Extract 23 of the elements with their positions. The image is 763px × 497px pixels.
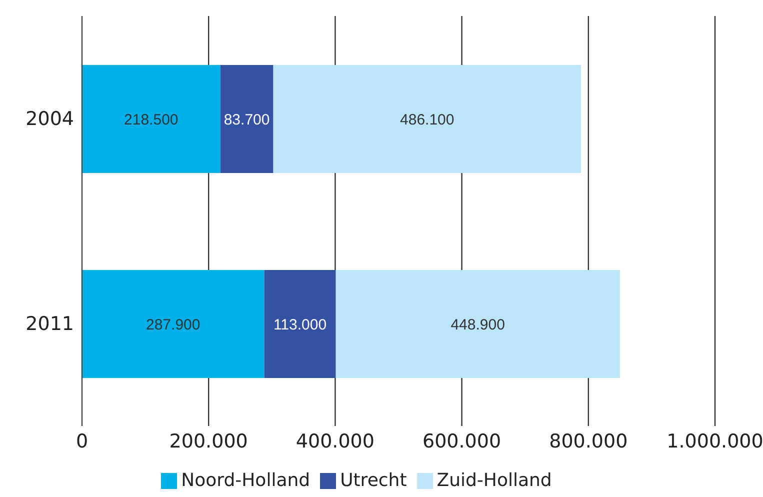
bar bbox=[82, 270, 264, 378]
data-label: 448.900 bbox=[450, 316, 505, 334]
bar bbox=[273, 65, 581, 173]
bar bbox=[264, 270, 336, 378]
legend-label: Zuid-Holland bbox=[436, 470, 552, 491]
data-label: 486.100 bbox=[400, 111, 454, 128]
x-tick-label: 400.000 bbox=[296, 430, 374, 452]
x-tick-label: 600.000 bbox=[422, 430, 502, 452]
bar bbox=[336, 270, 620, 378]
x-tick-label: 800.000 bbox=[549, 430, 628, 452]
x-tick-label: 200.000 bbox=[169, 430, 248, 452]
bar bbox=[82, 65, 220, 173]
data-label: 287.900 bbox=[146, 316, 200, 334]
y-tick-label: 2004 bbox=[26, 108, 74, 130]
y-tick-label: 2011 bbox=[26, 313, 74, 336]
bar bbox=[220, 65, 274, 173]
x-tick-label: 1.000.000 bbox=[666, 430, 763, 452]
data-label: 218.500 bbox=[124, 111, 178, 128]
x-tick-label: 0 bbox=[76, 430, 88, 452]
data-label: 113.000 bbox=[273, 316, 327, 334]
legend-label: Noord-Holland bbox=[181, 470, 310, 491]
legend-label: Utrecht bbox=[340, 470, 407, 491]
data-label: 83.700 bbox=[224, 111, 270, 128]
